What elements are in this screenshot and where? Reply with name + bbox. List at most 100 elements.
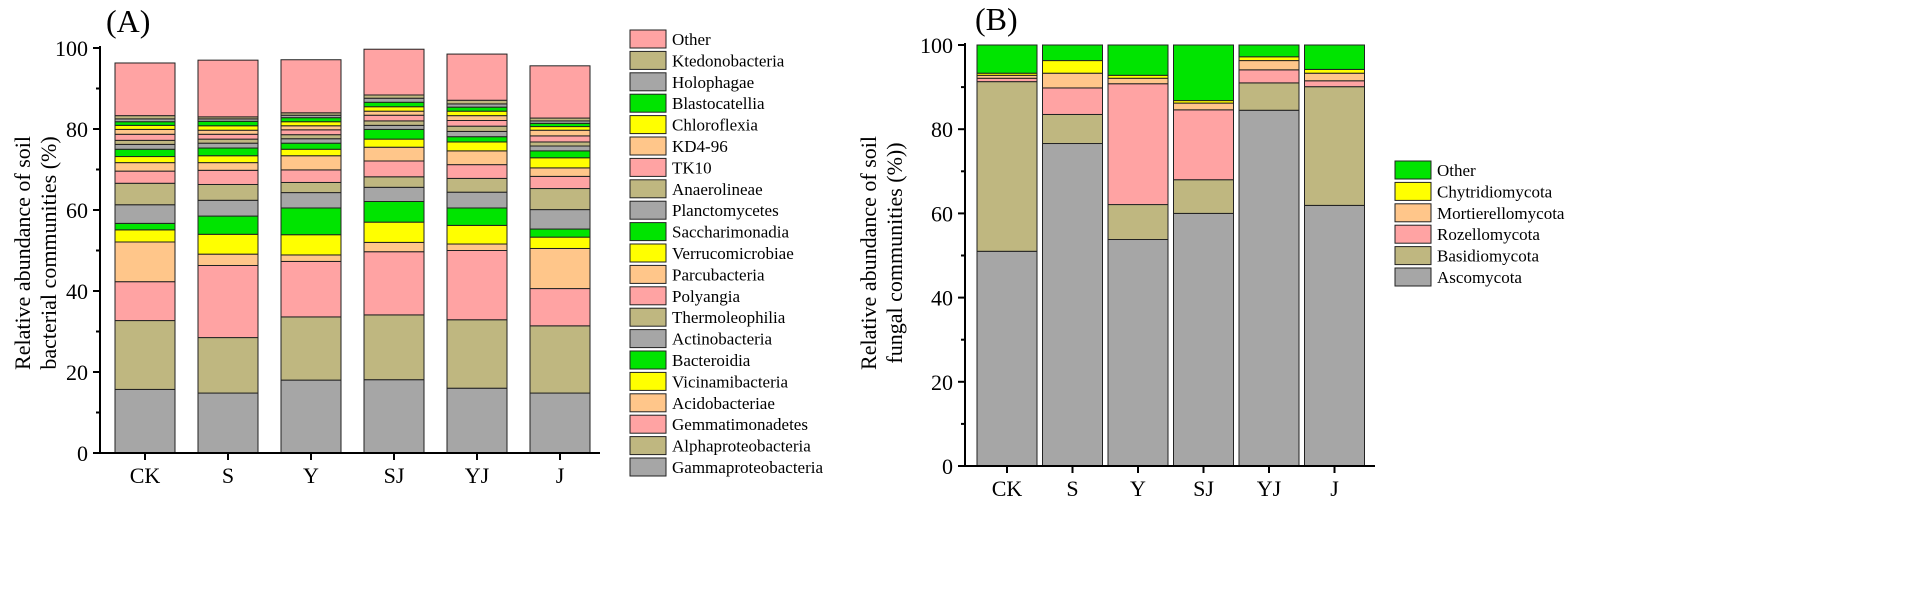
bar-segment-ck-parcubacteria bbox=[114, 162, 176, 172]
bar-segment-y-gammaproteobacteria bbox=[280, 379, 342, 454]
bar-segment-yj-ascomycota bbox=[1238, 109, 1300, 467]
bar-segment-y-chloroflexia bbox=[280, 121, 342, 127]
bar-segment-j-anaerolineae bbox=[529, 141, 591, 147]
x-tick-label-s: S bbox=[1066, 476, 1078, 501]
bar-segment-s-gemmatimonadetes bbox=[197, 264, 259, 339]
bar-segment-sj-basidiomycota bbox=[1173, 179, 1234, 214]
panel-b-label: (B) bbox=[975, 1, 1018, 37]
bar-segment-s-actinobacteria bbox=[197, 199, 259, 217]
bar-segment-j-bacteroidia bbox=[529, 228, 591, 238]
legend-label-polyangia: Polyangia bbox=[672, 287, 740, 306]
bar-segment-sj-saccharimonadia bbox=[363, 128, 425, 140]
bar-segment-y-thermoleophilia bbox=[280, 181, 342, 194]
bar-segment-s-alphaproteobacteria bbox=[197, 337, 259, 394]
legend-label-chloroflexia: Chloroflexia bbox=[672, 116, 758, 135]
bar-segment-yj-actinobacteria bbox=[446, 191, 508, 209]
bar-segment-s-bacteroidia bbox=[197, 215, 259, 235]
bar-segment-s-chloroflexia bbox=[197, 125, 259, 131]
panel-a-ylabel-line1: Relative abundance of soil bbox=[10, 136, 35, 370]
panel-b-ylabel-line2: fungal communities (%)) bbox=[882, 142, 907, 363]
bar-segment-y-ascomycota bbox=[1107, 239, 1169, 467]
x-tick-label-j: J bbox=[1330, 476, 1339, 501]
bar-segment-ck-alphaproteobacteria bbox=[114, 320, 176, 390]
bar-segment-y-anaerolineae bbox=[280, 134, 342, 140]
legend-label-verrucomicrobiae: Verrucomicrobiae bbox=[672, 244, 794, 263]
bar-segment-j-chytridiomycota bbox=[1304, 68, 1365, 74]
legend-label-ascomycota: Ascomycota bbox=[1437, 268, 1522, 287]
bar-segment-yj-tk10 bbox=[446, 119, 508, 127]
bar-segment-sj-thermoleophilia bbox=[363, 176, 425, 188]
panel-a-ylabel-line2: bacterial communities (%) bbox=[36, 136, 61, 369]
y-tick-label-100: 100 bbox=[55, 36, 88, 61]
bar-segment-j-thermoleophilia bbox=[529, 188, 591, 211]
bar-segment-j-other bbox=[529, 65, 591, 119]
bar-segment-j-polyangia bbox=[529, 175, 591, 190]
legend-label-saccharimonadia: Saccharimonadia bbox=[672, 223, 790, 242]
legend-swatch-vicinamibacteria bbox=[629, 371, 667, 391]
bar-segment-y-actinobacteria bbox=[280, 192, 342, 209]
bar-segment-sj-verrucomicrobiae bbox=[363, 138, 425, 148]
bar-segment-sj-tk10 bbox=[363, 114, 425, 122]
bar-segment-y-acidobacteriae bbox=[280, 254, 342, 262]
legend-label-anaerolineae: Anaerolineae bbox=[672, 180, 763, 199]
legend-swatch-basidiomycota bbox=[1394, 246, 1432, 266]
bar-segment-s-verrucomicrobiae bbox=[197, 155, 259, 164]
bar-segment-sj-ascomycota bbox=[1173, 212, 1234, 467]
bar-segment-s-basidiomycota bbox=[1042, 113, 1103, 145]
bar-segment-ck-actinobacteria bbox=[114, 204, 176, 224]
bar-segment-yj-other bbox=[1238, 44, 1300, 58]
bar-segment-y-parcubacteria bbox=[280, 155, 342, 171]
bar-segment-y-vicinamibacteria bbox=[280, 234, 342, 256]
bar-segment-y-blastocatellia bbox=[280, 117, 342, 123]
bar-segment-sj-parcubacteria bbox=[363, 146, 425, 162]
legend-swatch-tk10 bbox=[629, 157, 667, 177]
bar-segment-j-gammaproteobacteria bbox=[529, 392, 591, 454]
panel-b-axes: CK S Y SJ YJ J 0 20 40 60 80 100 bbox=[920, 33, 1375, 501]
bar-segment-s-ascomycota bbox=[1042, 143, 1103, 467]
bar-segment-sj-actinobacteria bbox=[363, 186, 425, 202]
legend-swatch-ascomycota bbox=[1394, 267, 1432, 287]
bar-segment-j-mortierellomycota bbox=[1304, 72, 1365, 82]
legend-swatch-other bbox=[1394, 160, 1432, 180]
y-tick-label-60: 60 bbox=[931, 201, 953, 226]
bar-segment-ck-gemmatimonadetes bbox=[114, 281, 176, 322]
bar-segment-yj-thermoleophilia bbox=[446, 177, 508, 193]
bar-segment-ck-saccharimonadia bbox=[114, 148, 176, 158]
panel-a-axes: CK S Y SJ YJ J 0 20 40 60 80 100 bbox=[55, 36, 600, 488]
legend-swatch-bacteroidia bbox=[629, 350, 667, 370]
bar-segment-s-polyangia bbox=[197, 169, 259, 185]
bar-segment-ck-tk10 bbox=[114, 133, 176, 141]
bar-segment-ck-thermoleophilia bbox=[114, 182, 176, 206]
bar-segment-yj-alphaproteobacteria bbox=[446, 319, 508, 389]
bar-segment-yj-gemmatimonadetes bbox=[446, 250, 508, 321]
bar-segment-j-parcubacteria bbox=[529, 167, 591, 177]
y-tick-label-80: 80 bbox=[66, 117, 88, 142]
bar-segment-yj-polyangia bbox=[446, 164, 508, 179]
panel-b-legend: Other Chytridiomycota Mortierellomycota Roz… bbox=[1394, 160, 1565, 287]
legend-swatch-holophagae bbox=[629, 72, 667, 92]
bar-segment-ck-polyangia bbox=[114, 170, 176, 184]
legend-label-parcubacteria: Parcubacteria bbox=[672, 265, 765, 284]
x-tick-label-s: S bbox=[222, 463, 234, 488]
panel-b-bars bbox=[976, 44, 1365, 467]
legend-label-planctomycetes: Planctomycetes bbox=[672, 201, 779, 220]
legend-swatch-actinobacteria bbox=[629, 329, 667, 349]
bar-segment-j-actinobacteria bbox=[529, 209, 591, 230]
legend-label-other: Other bbox=[1437, 161, 1476, 180]
panel-a-label: (A) bbox=[106, 3, 150, 39]
x-tick-label-sj: SJ bbox=[384, 463, 405, 488]
bar-segment-sj-blastocatellia bbox=[363, 101, 425, 108]
bar-segment-sj-planctomycetes bbox=[363, 124, 425, 130]
bar-segment-ck-ascomycota bbox=[976, 250, 1038, 467]
legend-swatch-gemmatimonadetes bbox=[629, 414, 667, 434]
bar-segment-sj-chloroflexia bbox=[363, 106, 425, 112]
legend-swatch-rozellomycota bbox=[1394, 224, 1432, 244]
bar-segment-s-acidobacteriae bbox=[197, 253, 259, 266]
bar-segment-y-other bbox=[1107, 44, 1169, 76]
bar-segment-s-gammaproteobacteria bbox=[197, 392, 259, 454]
bar-segment-sj-gammaproteobacteria bbox=[363, 379, 425, 454]
y-tick-label-40: 40 bbox=[66, 279, 88, 304]
bar-segment-sj-mortierellomycota bbox=[1173, 102, 1234, 111]
legend-label-mortierellomycota: Mortierellomycota bbox=[1437, 204, 1565, 223]
